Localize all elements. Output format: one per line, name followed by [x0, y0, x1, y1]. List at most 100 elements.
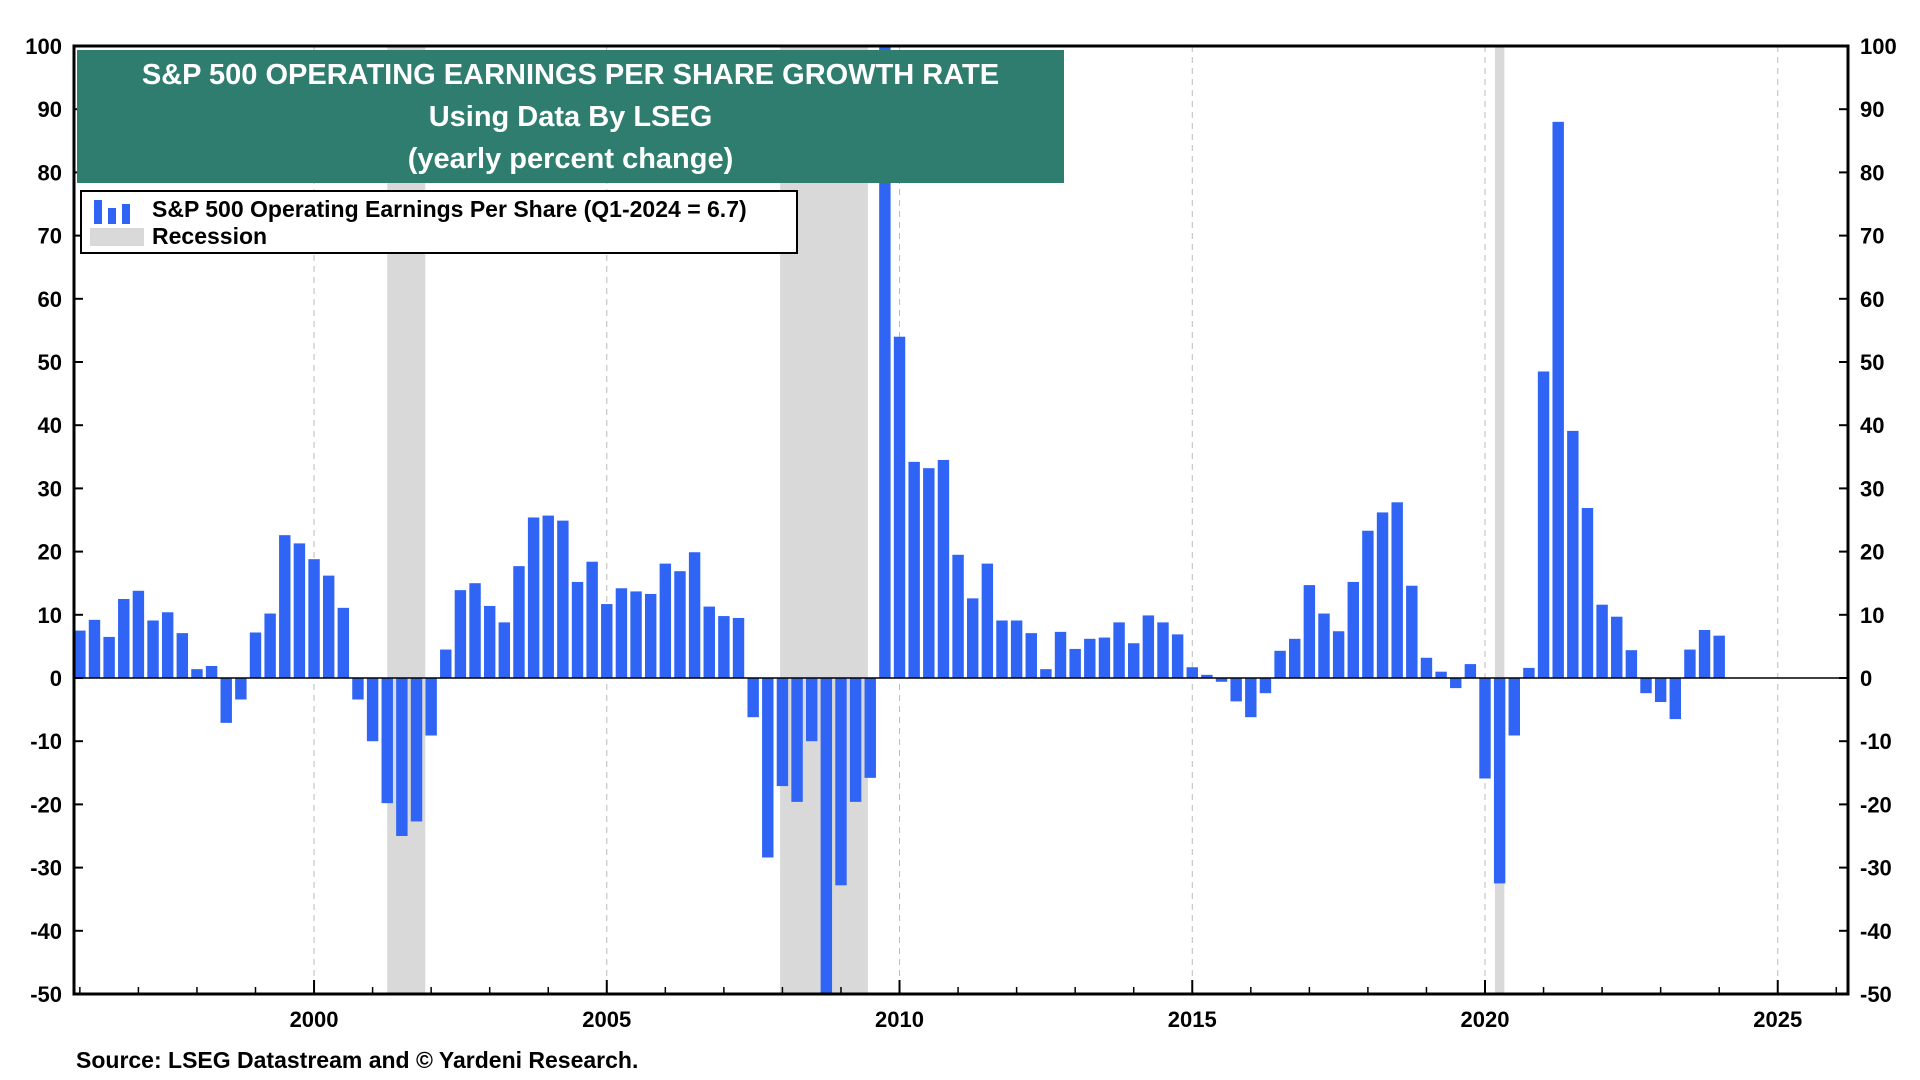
bar-series — [74, 46, 1725, 994]
plot-frame — [72, 44, 1850, 996]
bar — [835, 678, 847, 886]
bar — [527, 517, 540, 678]
bar — [88, 619, 101, 678]
y-tick-label: 40 — [1860, 413, 1884, 438]
y-tick-label: -50 — [30, 982, 62, 1007]
bar — [513, 566, 525, 678]
y-tick-label: -10 — [30, 729, 62, 754]
bar — [542, 515, 554, 678]
bar — [820, 678, 833, 994]
bar — [718, 616, 730, 678]
y-tick-label: -40 — [1860, 919, 1892, 944]
y-tick-label: 40 — [38, 413, 62, 438]
chart-subtitle: Using Data By LSEG — [428, 101, 713, 133]
bar — [1537, 371, 1550, 678]
bar — [235, 678, 247, 700]
bar — [1464, 664, 1477, 678]
bar — [1259, 678, 1272, 694]
y-tick-label: 80 — [38, 160, 62, 185]
bar — [805, 678, 818, 742]
bar — [674, 571, 686, 678]
bar — [1684, 649, 1696, 678]
bar — [1479, 678, 1491, 779]
bar — [1098, 637, 1111, 678]
legend-recession-label: Recession — [152, 223, 268, 249]
bar — [1611, 616, 1623, 678]
y-tick-label: 20 — [1860, 540, 1884, 565]
bar — [1508, 678, 1520, 736]
bar — [147, 620, 159, 678]
y-tick-label: 100 — [25, 34, 62, 59]
bar — [601, 604, 613, 678]
y-tick-label: 60 — [1860, 287, 1884, 312]
bar — [1157, 622, 1169, 678]
bar — [1128, 643, 1140, 678]
bar — [644, 593, 657, 678]
y-tick-label: 90 — [38, 97, 62, 122]
chart-subtitle-units: (yearly percent change) — [407, 143, 734, 175]
bar — [937, 459, 950, 678]
bar — [1069, 648, 1081, 678]
chart-title: S&P 500 OPERATING EARNINGS PER SHARE GRO… — [141, 59, 1000, 91]
y-tick-label: -10 — [1860, 729, 1892, 754]
legend-recession-swatch — [90, 228, 144, 246]
bar — [893, 336, 906, 678]
bar — [161, 612, 174, 678]
bar — [498, 622, 511, 678]
bar — [1406, 585, 1418, 678]
y-tick-label: 0 — [1860, 666, 1872, 691]
bar — [118, 599, 130, 678]
x-axis: 2000 2005 2010 2015 2020 2025 — [79, 980, 1838, 1032]
bar — [732, 617, 745, 678]
bar — [1274, 650, 1286, 678]
y-tick-label: 100 — [1860, 34, 1897, 59]
bar — [220, 678, 232, 723]
bar — [1581, 507, 1594, 678]
bar — [1596, 604, 1608, 678]
bar — [1523, 667, 1535, 678]
y-tick-label: 60 — [38, 287, 62, 312]
bar — [352, 678, 364, 700]
bar — [1010, 620, 1023, 678]
y-tick-label: -30 — [30, 856, 62, 881]
bar — [322, 575, 335, 678]
bar — [1493, 678, 1506, 884]
y-tick-label: -50 — [1860, 982, 1892, 1007]
bar — [659, 563, 672, 678]
y-tick-label: -30 — [1860, 856, 1892, 881]
bar — [1450, 678, 1462, 689]
bar — [1625, 650, 1638, 678]
x-tick-label: 2010 — [875, 1007, 924, 1032]
bar — [776, 678, 789, 787]
bar — [557, 520, 569, 678]
bar — [1420, 657, 1433, 678]
y-tick-label: 70 — [38, 224, 62, 249]
bar — [205, 665, 218, 678]
bar — [615, 588, 628, 678]
bar — [469, 583, 481, 678]
bar — [1113, 622, 1125, 678]
bar — [1201, 674, 1213, 678]
bar — [1698, 629, 1711, 678]
bar — [1435, 671, 1447, 678]
bar — [879, 46, 891, 678]
x-tick-label: 2005 — [582, 1007, 631, 1032]
y-tick-label: 50 — [38, 350, 62, 375]
bar — [1318, 613, 1330, 678]
bar — [762, 678, 774, 858]
bar — [381, 678, 393, 804]
bar — [176, 633, 189, 678]
bar — [571, 581, 584, 678]
bar — [249, 632, 262, 678]
bar — [952, 554, 964, 678]
legend-bar-swatch — [92, 200, 140, 224]
source-note: Source: LSEG Datastream and © Yardeni Re… — [76, 1047, 639, 1073]
bar — [366, 678, 379, 742]
y-tick-label: -20 — [1860, 792, 1892, 817]
x-tick-label: 2000 — [290, 1007, 339, 1032]
y-tick-label: 90 — [1860, 97, 1884, 122]
bar — [996, 620, 1008, 678]
bar — [1289, 638, 1301, 678]
